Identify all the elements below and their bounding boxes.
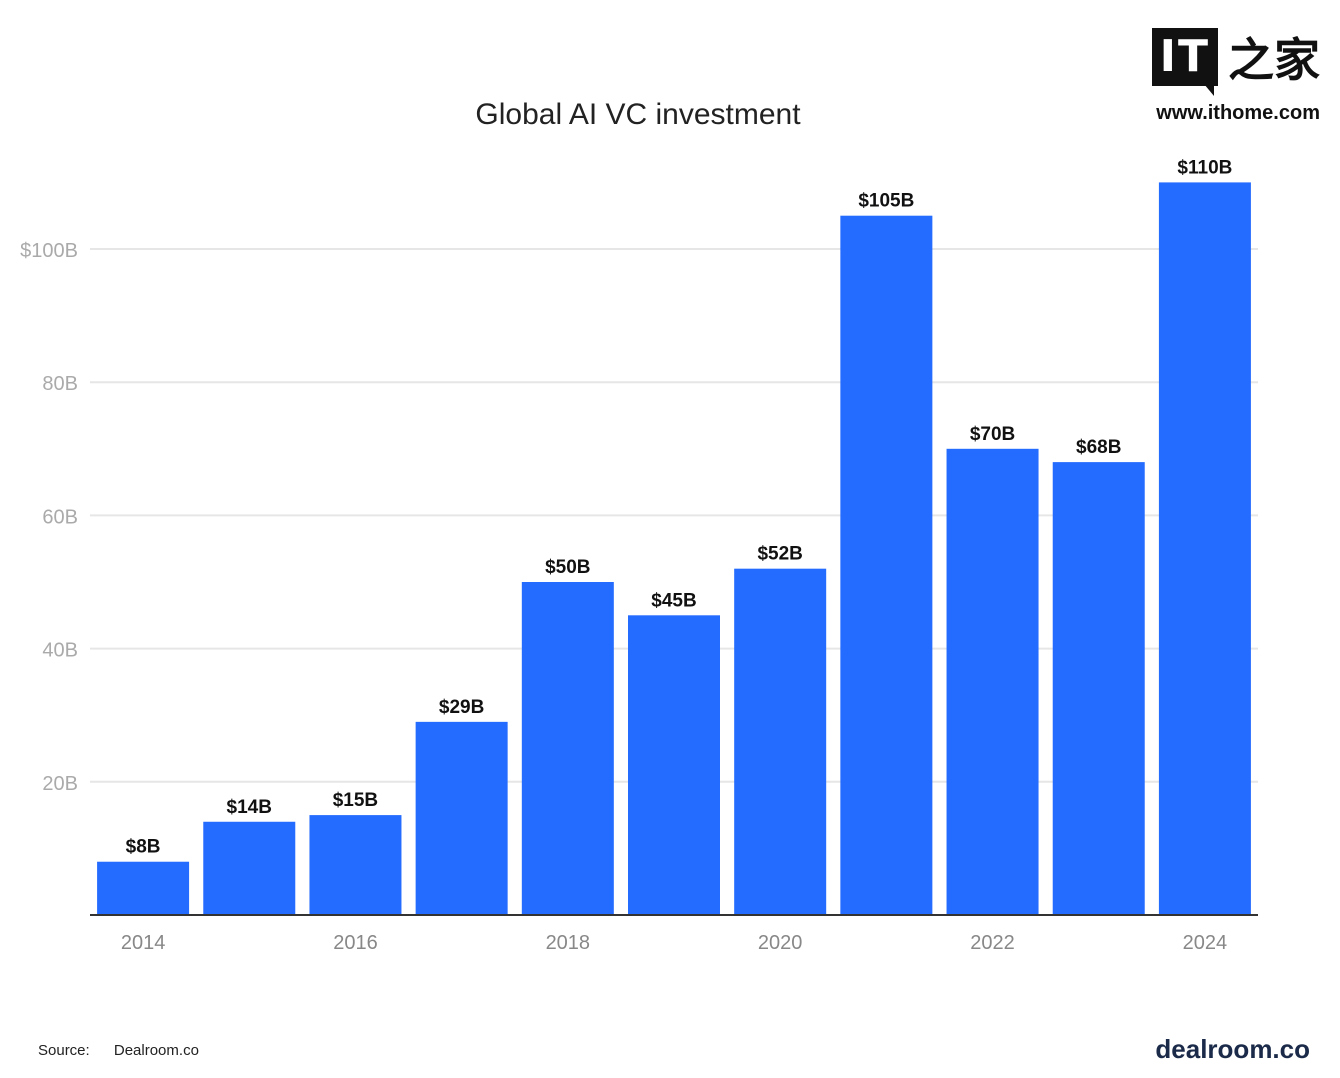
x-tick-label: 2024 xyxy=(1183,932,1228,954)
source-label: Source: xyxy=(38,1042,90,1059)
dealroom-logo: dealroom.co xyxy=(1155,1034,1310,1064)
bar-2016 xyxy=(309,815,402,915)
bar-2023 xyxy=(1052,462,1145,915)
bar-2021 xyxy=(840,215,933,915)
bar-2019 xyxy=(628,615,720,915)
value-label-2021: $105B xyxy=(858,191,914,212)
value-label-2016: $15B xyxy=(333,790,378,811)
y-tick-label: 60B xyxy=(42,506,78,528)
value-label-2017: $29B xyxy=(439,697,484,718)
y-tick-label: 40B xyxy=(42,640,78,662)
data-labels: $8B $14B $15B $29B $50B $45B $52B $105B $70B $68B… xyxy=(126,157,1233,857)
value-label-2022: $70B xyxy=(970,424,1015,445)
bars xyxy=(97,182,1251,915)
value-label-2018: $50B xyxy=(545,557,590,578)
y-tick-label: 80B xyxy=(42,373,78,395)
x-tick-label: 2016 xyxy=(333,932,378,954)
bar-2017 xyxy=(415,721,508,915)
y-tick-label: $100B xyxy=(20,240,78,262)
chart-title: Global AI VC investment xyxy=(475,98,801,131)
x-tick-label: 2018 xyxy=(546,932,591,954)
ithome-url: www.ithome.com xyxy=(1156,102,1320,124)
value-label-2024: $110B xyxy=(1177,157,1232,178)
bar-2020 xyxy=(734,568,827,915)
source-value: Dealroom.co xyxy=(113,1042,199,1059)
value-label-2015: $14B xyxy=(227,797,272,818)
bar-2018 xyxy=(521,582,614,915)
value-label-2014: $8B xyxy=(126,837,161,858)
bar-2022 xyxy=(946,448,1039,915)
bar-2014 xyxy=(97,861,190,915)
value-label-2019: $45B xyxy=(651,590,696,611)
value-label-2023: $68B xyxy=(1076,437,1121,458)
ithome-watermark: IT 之家 www.ithome.com xyxy=(1140,22,1320,125)
bar-2024 xyxy=(1158,182,1251,915)
y-tick-label: 20B xyxy=(42,773,78,795)
axes: 20B 40B 60B 80B $100B 2014 2016 2018 2020 2022 202… xyxy=(20,240,1258,954)
x-tick-label: 2014 xyxy=(121,932,166,954)
source-note: Source: Dealroom.co xyxy=(38,1042,199,1059)
bar-2015 xyxy=(203,821,296,915)
x-tick-label: 2022 xyxy=(970,932,1015,954)
ithome-logo: IT 之家 xyxy=(1140,22,1320,96)
value-label-2020: $52B xyxy=(757,544,802,565)
bar-chart: $8B $14B $15B $29B $50B $45B $52B $105B $70B $68B… xyxy=(20,157,1258,954)
x-tick-label: 2020 xyxy=(758,932,803,954)
